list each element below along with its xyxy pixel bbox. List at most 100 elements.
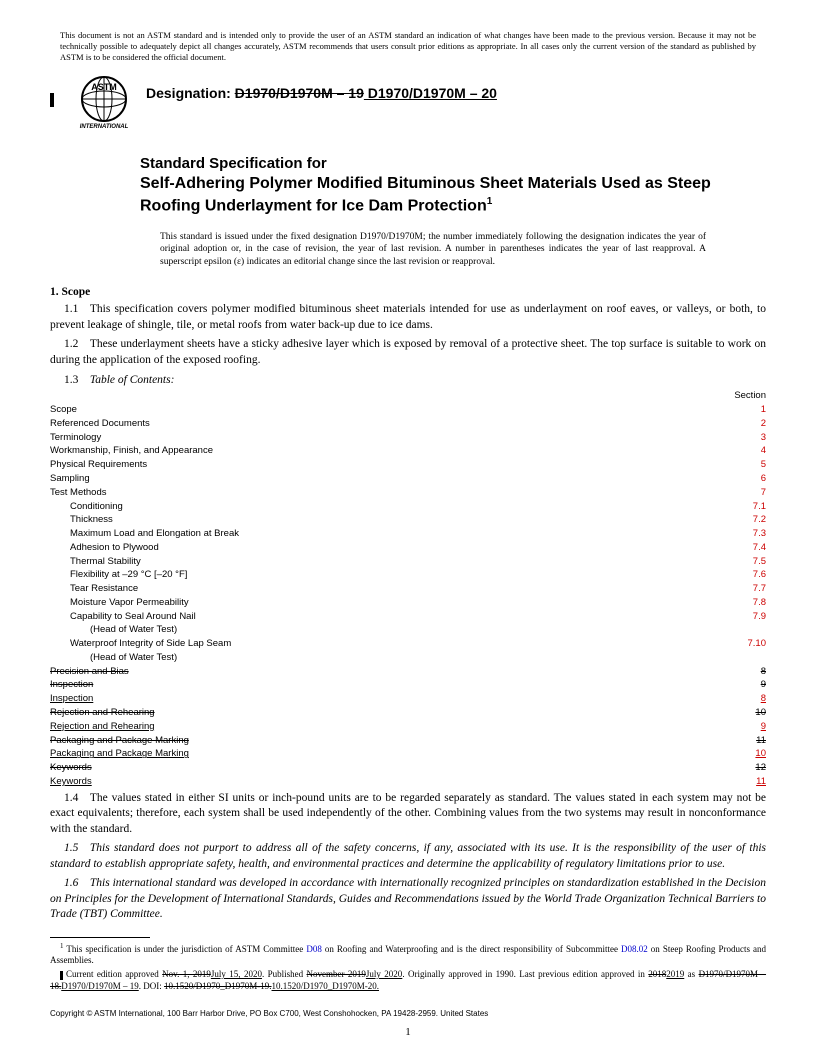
toc-row: Workmanship, Finish, and Appearance 4 <box>50 444 766 458</box>
toc-row: Tear Resistance 7.7 <box>50 582 766 596</box>
fn2-new3: 2019 <box>666 969 684 979</box>
title-block: Standard Specification for Self-Adhering… <box>140 155 726 268</box>
para-1-6: 1.6 This international standard was deve… <box>50 876 766 923</box>
fn2-old3: 2018 <box>648 969 666 979</box>
fn1-b: on Roofing and Waterproofing and is the … <box>322 944 621 954</box>
toc-row: Capability to Seal Around Nail 7.9 <box>50 610 766 624</box>
toc-item-label: Thermal Stability <box>50 555 141 569</box>
toc-item-section: 12 <box>736 761 766 775</box>
toc-item-label: Physical Requirements <box>50 458 147 472</box>
para-1-2: 1.2 These underlayment sheets have a sti… <box>50 337 766 368</box>
change-bar-icon <box>60 971 63 980</box>
toc-item-section: 6 <box>736 472 766 486</box>
toc-section-head: Section <box>50 390 766 401</box>
designation-new: D1970/D1970M – 20 <box>364 85 497 101</box>
toc-row: Conditioning7.1 <box>50 500 766 514</box>
para-1-3: 1.3 Table of Contents: <box>50 374 766 386</box>
change-bar-icon <box>50 93 54 107</box>
title-text: Self-Adhering Polymer Modified Bituminou… <box>140 175 711 214</box>
toc-table: Section Scope1Referenced Documents2Termi… <box>50 390 766 788</box>
toc-row: Flexibility at –29 °C [–20 °F]7.6 <box>50 568 766 582</box>
para-1-4: 1.4 The values stated in either SI units… <box>50 791 766 838</box>
toc-row: Precision and Bias 8 <box>50 665 766 679</box>
fn2-new1: July 15, 2020 <box>211 969 262 979</box>
toc-item-label: Moisture Vapor Permeability <box>50 596 189 610</box>
toc-item-section: 7.6 <box>736 568 766 582</box>
toc-item-section: 11 <box>736 734 766 748</box>
title-prefix: Standard Specification for <box>140 155 726 172</box>
toc-item-section: 7.1 <box>736 500 766 514</box>
toc-item-label: Workmanship, Finish, and Appearance <box>50 444 213 458</box>
toc-num: 1.3 <box>64 374 90 386</box>
designation-old: D1970/D1970M – 19 <box>235 85 364 101</box>
toc-item-label: Precision and Bias <box>50 665 129 679</box>
toc-row: Packaging and Package Marking10 <box>50 747 766 761</box>
astm-logo: ASTM INTERNATIONAL <box>74 75 134 131</box>
toc-item-section: 4 <box>736 444 766 458</box>
toc-item-section: 7.2 <box>736 513 766 527</box>
fn1-link-d08[interactable]: D08 <box>306 944 322 954</box>
toc-item-label: Packaging and Package Marking <box>50 747 189 761</box>
toc-row: Thickness 7.2 <box>50 513 766 527</box>
toc-row: Inspection8 <box>50 692 766 706</box>
toc-row: Terminology3 <box>50 431 766 445</box>
header-row: ASTM INTERNATIONAL Designation: D1970/D1… <box>50 75 766 131</box>
toc-row: Thermal Stability 7.5 <box>50 555 766 569</box>
toc-row: Adhesion to Plywood7.4 <box>50 541 766 555</box>
toc-item-section: 7.4 <box>736 541 766 555</box>
fn2-new2: July 2020 <box>366 969 402 979</box>
issued-note: This standard is issued under the fixed … <box>160 231 706 268</box>
svg-text:INTERNATIONAL: INTERNATIONAL <box>80 124 129 130</box>
toc-row: Physical Requirements 5 <box>50 458 766 472</box>
toc-item-section: 3 <box>736 431 766 445</box>
title-sup: 1 <box>487 196 493 207</box>
toc-item-section: 7.9 <box>736 610 766 624</box>
toc-item-section: 11 <box>736 775 766 789</box>
fn2-b: . Published <box>262 969 307 979</box>
toc-item-label: (Head of Water Test) <box>50 623 177 637</box>
toc-item-section: 7.7 <box>736 582 766 596</box>
fn2-c: . Originally approved in 1990. Last prev… <box>402 969 648 979</box>
toc-item-section: 7.8 <box>736 596 766 610</box>
toc-row: Sampling 6 <box>50 472 766 486</box>
toc-item-section: 7 <box>736 486 766 500</box>
toc-item-label: Scope <box>50 403 77 417</box>
disclaimer-text: This document is not an ASTM standard an… <box>50 30 766 63</box>
fn1-link-d0802[interactable]: D08.02 <box>621 944 648 954</box>
toc-item-label: Sampling <box>50 472 90 486</box>
toc-item-section: 9 <box>736 678 766 692</box>
fn2-new4: D1970/D1970M – 19 <box>61 981 139 991</box>
toc-item-section: 5 <box>736 458 766 472</box>
fn1-a: This specification is under the jurisdic… <box>66 944 306 954</box>
toc-item-label: Thickness <box>50 513 113 527</box>
toc-row: Keywords12 <box>50 761 766 775</box>
toc-item-label: Tear Resistance <box>50 582 138 596</box>
toc-row: Packaging and Package Marking 11 <box>50 734 766 748</box>
toc-item-section: 9 <box>736 720 766 734</box>
scope-heading: 1. Scope <box>50 286 766 298</box>
footnote-separator <box>50 937 150 938</box>
toc-item-section: 8 <box>736 692 766 706</box>
fn2-old5: 10.1520/D1970_D1970M-19. <box>164 981 272 991</box>
toc-item-label: (Head of Water Test) <box>50 651 177 665</box>
toc-item-label: Capability to Seal Around Nail <box>50 610 196 624</box>
toc-item-label: Keywords <box>50 775 92 789</box>
para-1-1: 1.1 This specification covers polymer mo… <box>50 302 766 333</box>
toc-row: Scope1 <box>50 403 766 417</box>
page-number: 1 <box>405 1026 411 1038</box>
fn2-old1: Nov. 1, 2019 <box>162 969 211 979</box>
designation-label: Designation: <box>146 85 235 101</box>
toc-row: (Head of Water Test) <box>50 623 766 637</box>
toc-row: Inspection9 <box>50 678 766 692</box>
toc-row: Rejection and Rehearing10 <box>50 706 766 720</box>
toc-item-section: 7.5 <box>736 555 766 569</box>
toc-row: Moisture Vapor Permeability 7.8 <box>50 596 766 610</box>
toc-row: (Head of Water Test) <box>50 651 766 665</box>
toc-label: Table of Contents: <box>90 374 175 386</box>
toc-item-section: 8 <box>736 665 766 679</box>
para-1-5: 1.5 This standard does not purport to ad… <box>50 841 766 872</box>
svg-text:ASTM: ASTM <box>91 82 117 92</box>
toc-item-label: Packaging and Package Marking <box>50 734 189 748</box>
fn2-a: Current edition approved <box>66 969 162 979</box>
designation-line: Designation: D1970/D1970M – 19 D1970/D19… <box>146 85 497 101</box>
